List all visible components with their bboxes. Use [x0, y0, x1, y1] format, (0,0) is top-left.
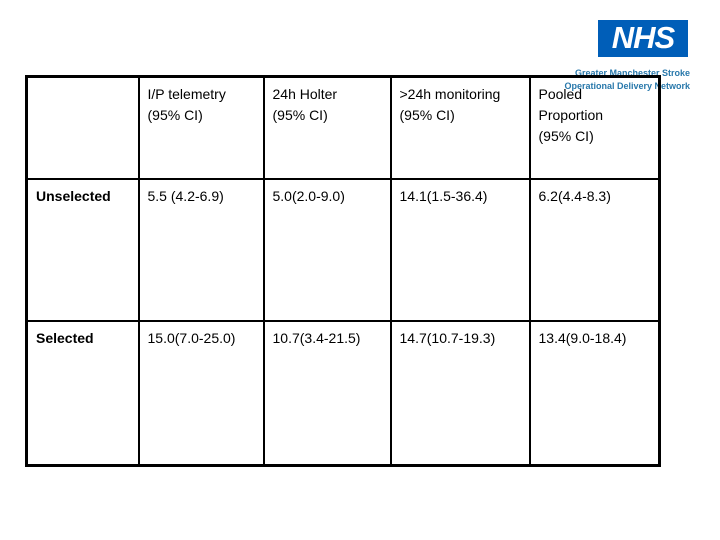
cell-selected-pooled: 13.4(9.0-18.4) — [528, 319, 661, 467]
header-cell-pooled-proportion: Pooled Proportion (95% CI) — [528, 75, 661, 180]
header-cell-empty — [25, 75, 140, 180]
header-line: Proportion — [538, 107, 604, 123]
nhs-logo: NHS — [598, 20, 688, 57]
cell-selected-ip-telemetry: 15.0(7.0-25.0) — [137, 319, 265, 467]
header-line: (95% CI) — [272, 107, 328, 123]
monitoring-results-table: I/P telemetry (95% CI) 24h Holter (95% C… — [25, 75, 661, 467]
header-line: I/P telemetry — [147, 86, 226, 102]
header-line: 24h Holter — [272, 86, 338, 102]
cell-unselected-24h-holter: 5.0(2.0-9.0) — [262, 177, 392, 322]
stroke-network-line1: Greater Manchester Stroke — [574, 68, 690, 78]
header-cell-ip-telemetry: I/P telemetry (95% CI) — [137, 75, 265, 180]
cell-unselected-pooled: 6.2(4.4-8.3) — [528, 177, 661, 322]
cell-unselected-ip-telemetry: 5.5 (4.2-6.9) — [137, 177, 265, 322]
header-line: (95% CI) — [147, 107, 203, 123]
row-label-selected: Selected — [25, 319, 140, 467]
header-line: >24h monitoring — [399, 86, 501, 102]
cell-unselected-gt24h-monitoring: 14.1(1.5-36.4) — [389, 177, 531, 322]
table-row-selected: Selected 15.0(7.0-25.0) 10.7(3.4-21.5) 1… — [25, 319, 661, 467]
header-cell-24h-holter: 24h Holter (95% CI) — [262, 75, 392, 180]
table-row-unselected: Unselected 5.5 (4.2-6.9) 5.0(2.0-9.0) 14… — [25, 177, 661, 322]
header-line: (95% CI) — [399, 107, 455, 123]
nhs-logo-text: NHS — [611, 20, 675, 55]
row-label-unselected: Unselected — [25, 177, 140, 322]
header-line: (95% CI) — [538, 128, 594, 144]
header-cell-gt24h-monitoring: >24h monitoring (95% CI) — [389, 75, 531, 180]
cell-selected-gt24h-monitoring: 14.7(10.7-19.3) — [389, 319, 531, 467]
header-line: Pooled — [538, 86, 583, 102]
cell-selected-24h-holter: 10.7(3.4-21.5) — [262, 319, 392, 467]
table-header-row: I/P telemetry (95% CI) 24h Holter (95% C… — [25, 75, 661, 180]
